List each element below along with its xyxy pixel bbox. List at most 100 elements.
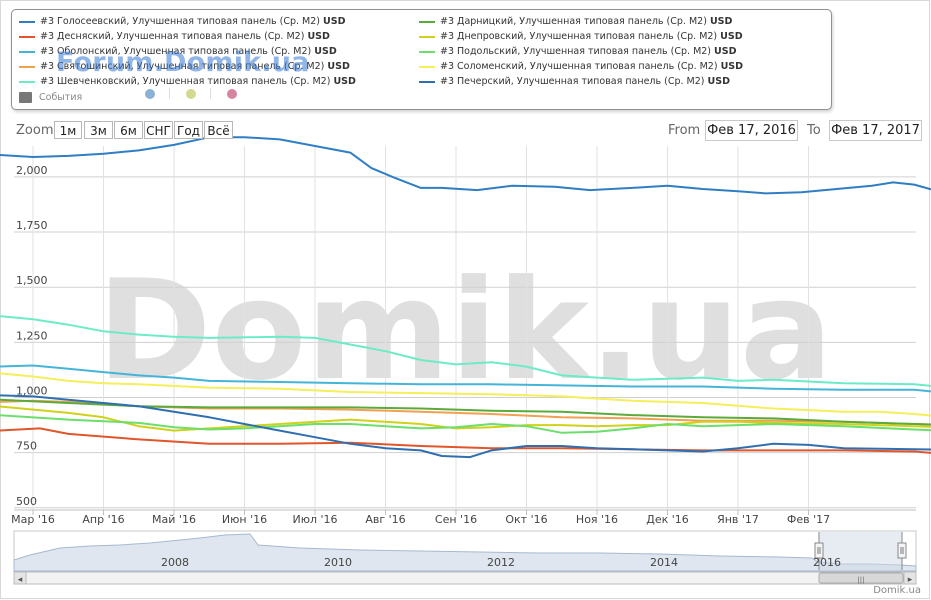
navigator-year-label: 2010 [324, 556, 352, 569]
zoom-1m-button[interactable]: 1м [54, 121, 82, 139]
x-tick-label: Сен '16 [435, 513, 477, 526]
series-line-1 [0, 427, 931, 454]
scrollbar-right-button[interactable] [903, 571, 917, 585]
event-dot[interactable] [145, 89, 155, 99]
legend-swatch [19, 66, 35, 68]
zoom-label: Zoom [16, 123, 54, 138]
legend-unit: USD [327, 61, 350, 72]
navigator-years: 2008 2010 2012 2014 2016 [161, 556, 841, 569]
legend-swatch [19, 51, 35, 53]
from-label: From [668, 123, 701, 138]
legend-label: #3 Оболонский, Улучшенная типовая панель… [40, 46, 312, 57]
legend-swatch [19, 21, 35, 23]
series-line-8 [0, 372, 931, 417]
y-tick-label: 2,000 [16, 164, 48, 177]
legend-label: #3 Подольский, Улучшенная типовая панель… [440, 46, 712, 57]
legend-unit: USD [720, 61, 744, 72]
y-tick-label: 500 [16, 495, 37, 508]
legend-unit: USD [707, 76, 730, 87]
series-line-7 [0, 414, 931, 434]
series-line-5 [0, 398, 931, 426]
legend-swatch [419, 21, 435, 23]
legend-label: #3 Шевченковский, Улучшенная типовая пан… [40, 76, 331, 87]
legend-unit: USD [307, 31, 330, 42]
zoom-3m-button[interactable]: 3м [84, 121, 113, 139]
y-tick-label: 1,250 [16, 329, 48, 342]
event-separator [210, 88, 211, 99]
legend-unit: USD [323, 16, 346, 27]
series-line-6 [0, 405, 931, 432]
legend-unit: USD [314, 46, 337, 57]
legend-unit: USD [333, 76, 356, 87]
footer-credit: Domik.ua [873, 585, 921, 596]
x-tick-label: Апр '16 [82, 513, 124, 526]
legend: #3 Голосеевский, Улучшенная типовая пане… [11, 9, 832, 110]
series-line-0 [0, 136, 931, 195]
scrollbar-thumb[interactable] [818, 572, 904, 584]
x-tick-label: Дек '16 [646, 513, 689, 526]
x-axis: Мар '16 Апр '16 Май '16 Июн '16 Июл '16 Авг '… [11, 510, 830, 526]
series-group [0, 136, 931, 459]
legend-label: #3 Святошинский, Улучшенная типовая пане… [40, 61, 325, 72]
series-line-9 [0, 394, 931, 459]
y-tick-label: 750 [16, 440, 37, 453]
zoom-ytd-button[interactable]: СНГ [144, 121, 173, 139]
y-axis: 500 750 1,000 1,250 1,500 1,750 2,000 [16, 164, 48, 508]
legend-swatch [419, 36, 435, 38]
zoom-all-button[interactable]: Всё [204, 121, 233, 139]
legend-label: #3 Десняский, Улучшенная типовая панель … [40, 31, 305, 42]
legend-swatch [19, 81, 35, 83]
x-tick-label: Май '16 [152, 513, 196, 526]
y-gridlines [14, 176, 916, 509]
legend-unit: USD [720, 31, 743, 42]
legend-label: #3 Дарницкий, Улучшенная типовая панель … [440, 16, 707, 27]
event-dot[interactable] [227, 89, 237, 99]
x-tick-label: Июл '16 [292, 513, 337, 526]
scrollbar[interactable]: ◂ ||| ▸ [13, 571, 917, 585]
navigator-selection[interactable] [819, 532, 902, 570]
events-label: События [39, 92, 83, 103]
x-tick-label: Мар '16 [11, 513, 55, 526]
navigator-year-label: 2014 [650, 556, 678, 569]
navigator-year-label: 2008 [161, 556, 189, 569]
x-tick-label: Авг '16 [365, 513, 405, 526]
event-dot[interactable] [186, 89, 196, 99]
legend-unit: USD [714, 46, 737, 57]
event-separator [169, 88, 170, 99]
scrollbar-left-button[interactable] [13, 571, 27, 585]
legend-label: #3 Днепровский, Улучшенная типовая панел… [440, 31, 718, 42]
y-tick-label: 1,500 [16, 274, 48, 287]
zoom-6m-button[interactable]: 6м [114, 121, 143, 139]
y-tick-label: 1,750 [16, 219, 48, 232]
series-line-2 [0, 364, 931, 393]
navigator-right-handle[interactable] [897, 542, 907, 559]
legend-swatch [419, 66, 435, 68]
y-tick-label: 1,000 [16, 384, 48, 397]
legend-label: #3 Голосеевский, Улучшенная типовая пане… [40, 16, 321, 27]
x-gridlines [32, 146, 809, 510]
to-date-input[interactable]: Фев 17, 2017 [829, 120, 922, 141]
scrollbar-track[interactable] [13, 571, 917, 585]
from-date-input[interactable]: Фев 17, 2016 [705, 120, 798, 141]
legend-swatch [19, 36, 35, 38]
events-swatch [19, 92, 32, 103]
navigator[interactable]: 2008 2010 2012 2014 2016 [13, 530, 917, 572]
x-tick-label: Фев '17 [787, 513, 830, 526]
navigator-year-label: 2016 [813, 556, 841, 569]
navigator-left-handle[interactable] [814, 542, 824, 559]
x-tick-label: Окт '16 [505, 513, 547, 526]
scrollbar-grip: ||| [857, 576, 864, 584]
zoom-1y-button[interactable]: Год [174, 121, 203, 139]
to-label: To [807, 123, 821, 138]
legend-swatch [419, 51, 435, 53]
series-line-4 [0, 315, 931, 387]
x-tick-label: Ноя '16 [576, 513, 618, 526]
x-tick-label: Янв '17 [717, 513, 759, 526]
legend-swatch [419, 81, 435, 83]
navigator-year-label: 2012 [487, 556, 515, 569]
scrollbar-left-arrow: ◂ [18, 575, 23, 585]
legend-label: #3 Печерский, Улучшенная типовая панель … [440, 76, 705, 87]
x-tick-label: Июн '16 [222, 513, 267, 526]
